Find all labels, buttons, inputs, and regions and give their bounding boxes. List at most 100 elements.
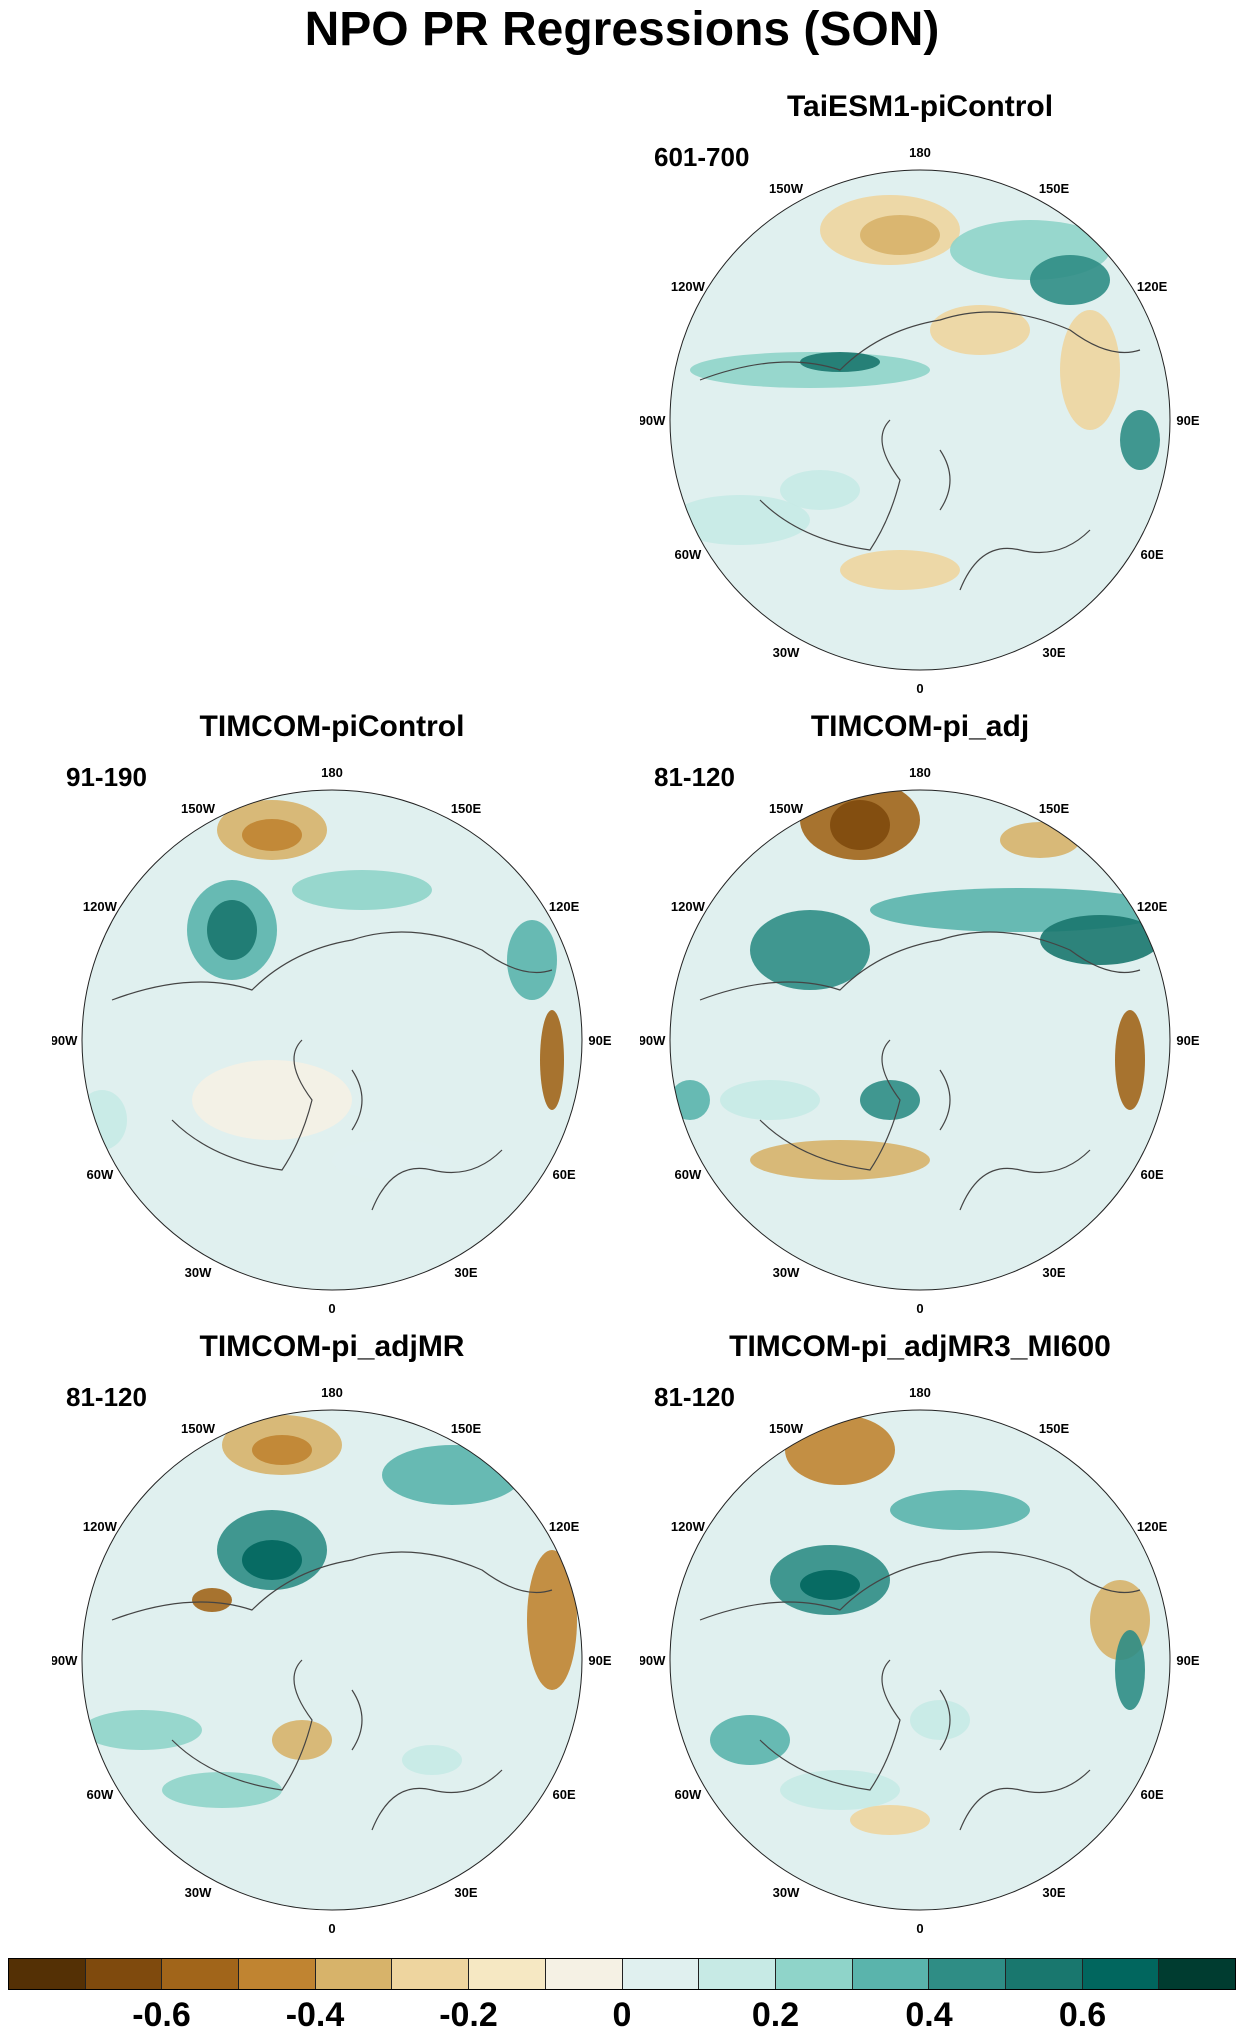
panel-years: 81-120 <box>654 762 735 792</box>
longitude-label: 150W <box>181 1421 216 1436</box>
precip-anomaly-shade <box>860 1080 920 1120</box>
panel-title: TIMCOM-pi_adjMR <box>199 1330 465 1363</box>
precip-anomaly-shade <box>1000 822 1080 858</box>
colorbar-swatch <box>1005 1959 1083 1989</box>
longitude-label: 30W <box>773 1885 800 1900</box>
longitude-label: 120W <box>671 899 706 914</box>
precip-anomaly-shade <box>930 305 1030 355</box>
colorbar-tick-label: 0 <box>612 1996 632 2034</box>
precip-anomaly-shade <box>162 1772 282 1808</box>
coastline <box>111 931 553 1211</box>
map-disk <box>670 790 1170 1290</box>
longitude-label: 0 <box>328 1921 335 1936</box>
precip-anomaly-shade <box>1060 310 1120 430</box>
map-boundary <box>669 1409 1171 1911</box>
longitude-label: 150E <box>1039 1421 1070 1436</box>
longitude-label: 180 <box>909 145 931 160</box>
precip-anomaly-shade <box>540 1010 564 1110</box>
panel-title: TaiESM1-piControl <box>786 90 1054 123</box>
colorbar-tick-label: 0.2 <box>751 1996 800 2034</box>
longitude-label: 0 <box>328 1301 335 1316</box>
precip-anomaly-shade <box>252 1435 312 1465</box>
longitude-label: 90W <box>52 1653 78 1668</box>
polar-map: 180 150E 120E 90E 60E 30E 0 30W 60W 90W 120W 150W <box>52 1385 612 1936</box>
longitude-label: 90W <box>52 1033 78 1048</box>
panel-years: 81-120 <box>66 1382 147 1412</box>
precip-anomaly-shade <box>527 1550 577 1690</box>
panel-title: TIMCOM-pi_adjMR3_MI600 <box>729 1330 1111 1363</box>
longitude-label: 60E <box>553 1167 576 1182</box>
colorbar <box>8 1958 1236 1990</box>
longitude-label: 60W <box>675 547 702 562</box>
coastline <box>699 931 1141 1211</box>
longitude-label: 30W <box>773 645 800 660</box>
precip-anomaly-shade <box>780 1770 900 1810</box>
longitude-label: 60E <box>1141 547 1164 562</box>
longitude-label: 60W <box>675 1167 702 1182</box>
longitude-label: 0 <box>916 1921 923 1936</box>
colorbar-swatch <box>239 1959 316 1989</box>
precip-anomaly-shade <box>82 1090 127 1150</box>
panel-timcom-picontrol: 180 150E 120E 90E 60E 30E 0 30W 60W 90W 120W 150W T… <box>52 710 612 1330</box>
precip-anomaly-shade <box>1115 1010 1145 1110</box>
longitude-label: 30E <box>454 1885 477 1900</box>
colorbar-swatch <box>315 1959 393 1989</box>
panel-years: 81-120 <box>654 1382 735 1412</box>
longitude-label: 60W <box>675 1787 702 1802</box>
polar-map: 180 150E 120E 90E 60E 30E 0 30W 60W 90W 120W 150W <box>640 145 1200 696</box>
longitude-label: 150W <box>769 181 804 196</box>
colorbar-tick-label: -0.2 <box>439 1996 498 2034</box>
polar-map: 180 150E 120E 90E 60E 30E 0 30W 60W 90W 120W 150W <box>640 765 1200 1316</box>
precip-anomaly-shade <box>800 352 880 372</box>
longitude-label: 30W <box>185 1265 212 1280</box>
colorbar-swatch <box>622 1959 700 1989</box>
longitude-label: 60E <box>1141 1787 1164 1802</box>
colorbar-tick-label: 0.4 <box>905 1996 953 2034</box>
colorbar-swatch <box>1082 1959 1160 1989</box>
longitude-label: 120E <box>1137 899 1168 914</box>
longitude-label: 120W <box>83 1519 118 1534</box>
polar-map: 180 150E 120E 90E 60E 30E 0 30W 60W 90W 120W 150W <box>640 1385 1200 1936</box>
longitude-label: 90E <box>588 1033 611 1048</box>
precip-anomaly-shade <box>332 1140 452 1180</box>
precip-anomaly-shade <box>710 1715 790 1765</box>
coastline <box>699 311 1141 591</box>
precip-anomaly-shade <box>850 1805 930 1835</box>
longitude-label: 150E <box>1039 801 1070 816</box>
precip-anomaly-shade <box>192 1588 232 1612</box>
colorbar-swatch <box>85 1959 163 1989</box>
colorbar-tick-label: -0.4 <box>285 1996 345 2034</box>
longitude-label: 120E <box>549 1519 580 1534</box>
longitude-label: 90W <box>640 413 666 428</box>
longitude-label: 120E <box>1137 279 1168 294</box>
longitude-label: 90W <box>640 1653 666 1668</box>
longitude-label: 120E <box>1137 1519 1168 1534</box>
precip-anomaly-shade <box>242 819 302 851</box>
coastline <box>111 1551 553 1831</box>
precip-anomaly-shade <box>292 870 432 910</box>
precip-anomaly-shade <box>750 1140 930 1180</box>
longitude-label: 30E <box>454 1265 477 1280</box>
precip-anomaly-shade <box>242 1540 302 1580</box>
panel-timcom-pi-adj: 180 150E 120E 90E 60E 30E 0 30W 60W 90W 120W 150W T… <box>640 710 1200 1330</box>
precip-anomaly-shade <box>1120 410 1160 470</box>
longitude-label: 120W <box>83 899 118 914</box>
map-disk <box>670 1410 1170 1910</box>
longitude-label: 90E <box>1176 1033 1199 1048</box>
longitude-label: 180 <box>321 1385 343 1400</box>
longitude-label: 60W <box>87 1787 114 1802</box>
panel-title: TIMCOM-piControl <box>199 710 465 743</box>
longitude-label: 150E <box>1039 181 1070 196</box>
map-boundary <box>81 1409 583 1911</box>
longitude-label: 150W <box>769 1421 804 1436</box>
precip-anomaly-shade <box>720 1080 820 1120</box>
longitude-label: 180 <box>909 1385 931 1400</box>
precip-anomaly-shade <box>1030 255 1110 305</box>
precip-anomaly-shade <box>272 1720 332 1760</box>
colorbar-swatch <box>9 1959 86 1989</box>
longitude-label: 180 <box>321 765 343 780</box>
panel-timcom-pi-adjmr3-mi600: 180 150E 120E 90E 60E 30E 0 30W 60W 90W 120W 150W T… <box>640 1330 1200 1950</box>
longitude-label: 180 <box>909 765 931 780</box>
precip-anomaly-shade <box>910 1700 970 1740</box>
map-boundary <box>669 169 1171 671</box>
